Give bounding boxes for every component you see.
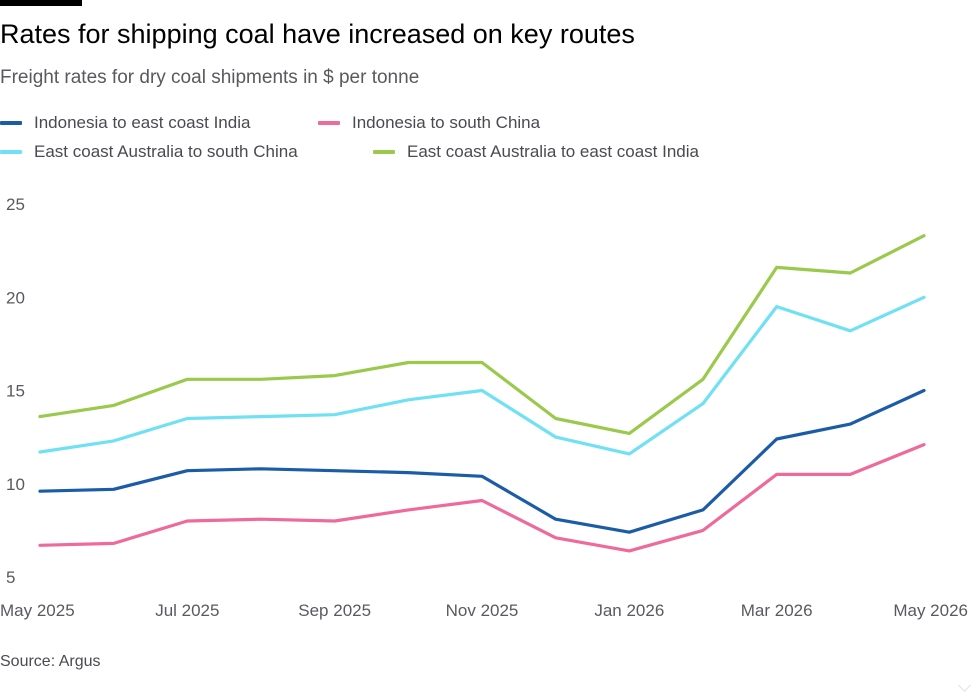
y-tick-label-20: 20 xyxy=(6,288,25,307)
chart-subtitle: Freight rates for dry coal shipments in … xyxy=(0,67,420,88)
brand-top-bar xyxy=(0,0,82,6)
y-tick-label-5: 5 xyxy=(6,568,15,587)
series-line-indonesia-east-coast-india xyxy=(38,388,926,534)
y-tick-label-10: 10 xyxy=(6,475,25,494)
chart-source: Source: Argus xyxy=(0,653,101,670)
x-tick-label-jul-2025: Jul 2025 xyxy=(155,601,219,620)
legend-label-indonesia-east-coast-india: Indonesia to east coast India xyxy=(34,113,251,132)
chart-title: Rates for shipping coal have increased o… xyxy=(0,19,635,49)
legend-item-indonesia-east-coast-india: Indonesia to east coast India xyxy=(0,111,250,135)
x-tick-label-sep-2025: Sep 2025 xyxy=(298,601,371,620)
legend-label-australia-south-china: East coast Australia to south China xyxy=(34,142,298,161)
y-tick-label-25: 25 xyxy=(6,195,25,214)
series-line-australia-south-china xyxy=(38,295,926,456)
legend-label-indonesia-south-china: Indonesia to south China xyxy=(352,113,541,132)
x-tick-label-mar-2026: Mar 2026 xyxy=(741,601,813,620)
legend-swatch-australia-east-coast-india xyxy=(373,150,395,154)
series-line-indonesia-south-china xyxy=(38,443,926,553)
legend-label-australia-east-coast-india: East coast Australia to east coast India xyxy=(407,142,699,161)
legend-swatch-indonesia-east-coast-india xyxy=(0,121,22,125)
x-tick-label-nov-2025: Nov 2025 xyxy=(446,601,519,620)
legend-swatch-australia-south-china xyxy=(0,150,22,154)
x-tick-label-may-2025: May 2025 xyxy=(0,601,75,620)
x-tick-label-jan-2026: Jan 2026 xyxy=(594,601,664,620)
legend-item-australia-south-china: East coast Australia to south China xyxy=(0,140,298,164)
series-line-australia-east-coast-india xyxy=(38,234,926,435)
x-tick-label-may-2026: May 2026 xyxy=(893,601,968,620)
legend-item-indonesia-south-china: Indonesia to south China xyxy=(318,111,540,135)
legend-item-australia-east-coast-india: East coast Australia to east coast India xyxy=(373,140,699,164)
legend-swatch-indonesia-south-china xyxy=(318,121,340,125)
y-tick-label-15: 15 xyxy=(6,382,25,401)
